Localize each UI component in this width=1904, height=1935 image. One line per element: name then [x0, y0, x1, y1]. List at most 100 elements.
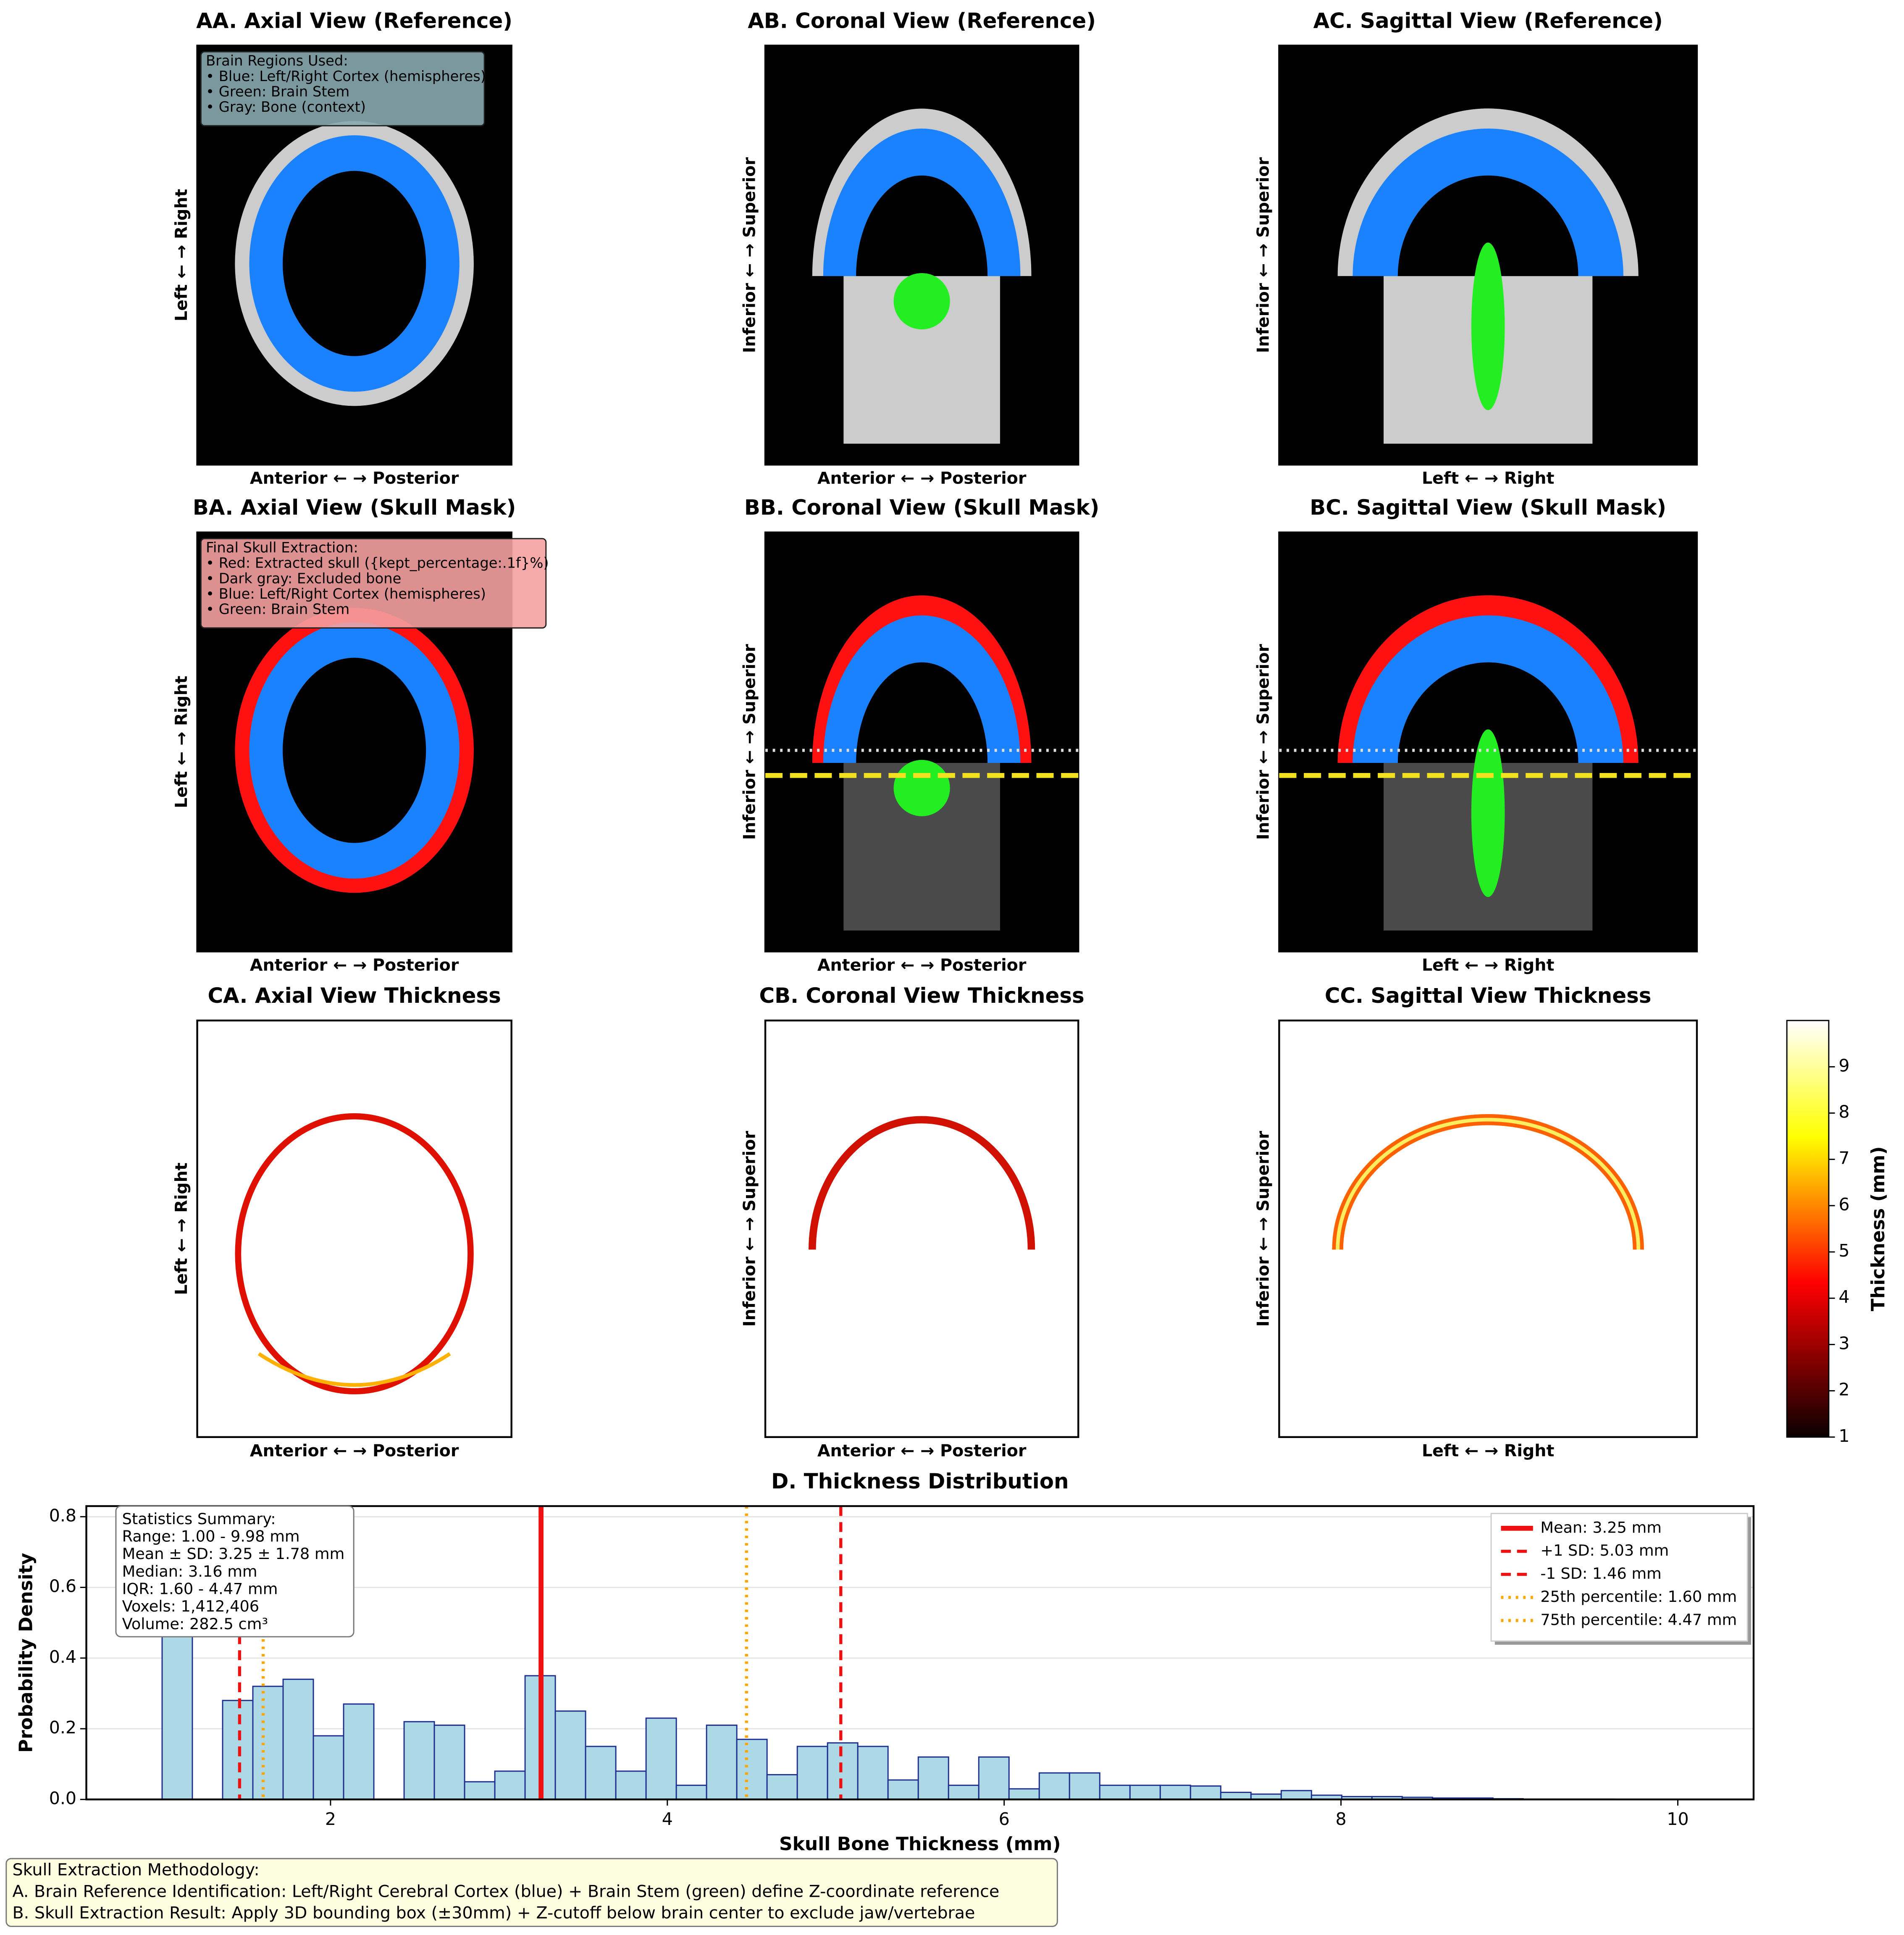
- panel-title: AB. Coronal View (Reference): [748, 8, 1096, 33]
- histogram-bar: [1099, 1785, 1131, 1800]
- histogram-bar: [494, 1770, 526, 1800]
- annotation-line: Range: 1.00 - 9.98 mm: [122, 1527, 300, 1545]
- histogram-bar: [917, 1756, 949, 1800]
- panel-title: CB. Coronal View Thickness: [759, 983, 1085, 1008]
- x-tick-label: 4: [662, 1809, 673, 1829]
- histogram-bar: [857, 1746, 889, 1800]
- plot-frame: [85, 1505, 1755, 1801]
- colorbar-tick-label: 2: [1838, 1380, 1849, 1400]
- panel-image: [196, 1019, 512, 1438]
- y-axis-label: Inferior ← → Superior: [740, 1131, 759, 1327]
- annotation-line: Mean ± SD: 3.25 ± 1.78 mm: [122, 1545, 345, 1563]
- x-axis-label: Left ← → Right: [1422, 1441, 1555, 1460]
- panel: BB. Coronal View (Skull Mask) Anterior ← …: [740, 495, 1099, 975]
- annotation-line: Voxels: 1,412,406: [122, 1597, 259, 1615]
- brain-stem: [893, 760, 950, 816]
- panel: CB. Coronal View Thickness Anterior ← → P…: [740, 983, 1084, 1461]
- annotation-line: Volume: 282.5 cm³: [122, 1615, 268, 1633]
- histogram-bar: [1159, 1785, 1191, 1800]
- skull-thickness: [235, 1113, 474, 1395]
- colorbar-tick-label: 5: [1838, 1241, 1849, 1261]
- colorbar-tick-label: 9: [1838, 1055, 1849, 1075]
- x-axis-label: Anterior ← → Posterior: [250, 1441, 459, 1460]
- panel-title: BB. Coronal View (Skull Mask): [744, 495, 1099, 520]
- white-matter: [1397, 662, 1578, 763]
- skull-thick-region: [257, 1352, 451, 1387]
- white-matter: [283, 171, 426, 356]
- y-axis-label: Inferior ← → Superior: [1254, 644, 1273, 840]
- histogram-bar: [948, 1785, 980, 1800]
- annotation-box: [115, 1505, 355, 1638]
- x-axis-label: Anterior ← → Posterior: [817, 956, 1027, 975]
- histogram-bar: [615, 1770, 647, 1800]
- histogram-bar: [1038, 1772, 1070, 1800]
- panel-image: [1278, 1019, 1698, 1438]
- panel: AA. Axial View (Reference) Anterior ← → P…: [172, 8, 512, 488]
- legend-box: [1490, 1513, 1748, 1642]
- histogram-bar: [222, 1700, 254, 1800]
- x-axis-label: Left ← → Right: [1422, 469, 1555, 488]
- white-matter: [283, 657, 426, 843]
- legend-line: • Blue: Left/Right Cortex (hemispheres): [206, 586, 486, 602]
- legend-line: • Gray: Bone (context): [206, 99, 366, 115]
- y-axis-label: Inferior ← → Superior: [1254, 1131, 1273, 1327]
- colorbar-label: Thickness (mm): [1867, 1146, 1889, 1312]
- histogram-bar: [1280, 1790, 1312, 1800]
- legend-line: Final Skull Extraction:: [206, 539, 358, 556]
- colorbar-tick-label: 8: [1838, 1102, 1849, 1122]
- skull-thick-core: [1336, 1117, 1641, 1250]
- x-axis-label: Anterior ← → Posterior: [250, 956, 459, 975]
- annotation-line: Statistics Summary:: [122, 1510, 276, 1528]
- legend-line: • Blue: Left/Right Cortex (hemispheres): [206, 68, 486, 84]
- skull-thickness: [809, 1116, 1035, 1250]
- histogram-bar: [978, 1756, 1010, 1800]
- histogram-bar: [403, 1721, 435, 1800]
- legend-line: • Green: Brain Stem: [206, 601, 349, 618]
- panel-image: [764, 1019, 1079, 1438]
- panel-title: BA. Axial View (Skull Mask): [193, 495, 516, 520]
- panel-title: CA. Axial View Thickness: [207, 983, 501, 1008]
- x-axis-label: Anterior ← → Posterior: [817, 469, 1027, 488]
- x-tick-label: 2: [325, 1809, 336, 1829]
- panel: AB. Coronal View (Reference) Anterior ← →…: [740, 8, 1096, 488]
- histogram-bar: [887, 1779, 919, 1800]
- y-tick-label: 0.4: [49, 1647, 76, 1667]
- legend-label: 75th percentile: 4.47 mm: [1540, 1611, 1737, 1629]
- colorbar-tick-label: 1: [1838, 1426, 1849, 1446]
- panel: AC. Sagittal View (Reference) Left ← → Ri…: [1254, 8, 1698, 488]
- colorbar-tick-label: 4: [1838, 1287, 1849, 1307]
- legend-label: 25th percentile: 1.60 mm: [1540, 1588, 1737, 1606]
- histogram-bar: [675, 1785, 707, 1800]
- histogram-bar: [736, 1738, 768, 1800]
- y-tick-label: 0.6: [49, 1576, 76, 1596]
- histogram-bar: [161, 1615, 193, 1800]
- panel-title: CC. Sagittal View Thickness: [1325, 983, 1652, 1008]
- histogram-bar: [645, 1717, 677, 1800]
- x-tick-label: 6: [999, 1809, 1010, 1829]
- chart-title: D. Thickness Distribution: [771, 1469, 1069, 1493]
- methodology-box: [5, 1858, 1058, 1927]
- y-axis-label: Left ← → Right: [172, 189, 191, 321]
- white-matter: [1397, 175, 1578, 276]
- white-matter: [856, 662, 988, 763]
- y-axis-label: Probability Density: [16, 1553, 37, 1753]
- legend-line: • Green: Brain Stem: [206, 84, 349, 100]
- panel: BA. Axial View (Skull Mask) Anterior ← → …: [172, 495, 549, 975]
- legend-box: [200, 538, 547, 629]
- y-tick-label: 0.2: [49, 1717, 76, 1738]
- panel: BC. Sagittal View (Skull Mask) Left ← → R…: [1254, 495, 1698, 975]
- x-axis-label: Anterior ← → Posterior: [817, 1441, 1027, 1460]
- annotation-line: IQR: 1.60 - 4.47 mm: [122, 1580, 278, 1598]
- colorbar-tick-label: 7: [1838, 1148, 1849, 1168]
- histogram-bar: [433, 1725, 465, 1800]
- methodology-line: B. Skull Extraction Result: Apply 3D bou…: [13, 1903, 975, 1923]
- histogram-bar: [1129, 1785, 1161, 1800]
- white-matter: [856, 175, 988, 276]
- x-axis-label: Anterior ← → Posterior: [250, 469, 459, 488]
- legend-label: Mean: 3.25 mm: [1540, 1518, 1662, 1536]
- y-axis-label: Inferior ← → Superior: [740, 644, 759, 840]
- histogram-bar: [796, 1746, 828, 1800]
- histogram-bar: [706, 1725, 738, 1800]
